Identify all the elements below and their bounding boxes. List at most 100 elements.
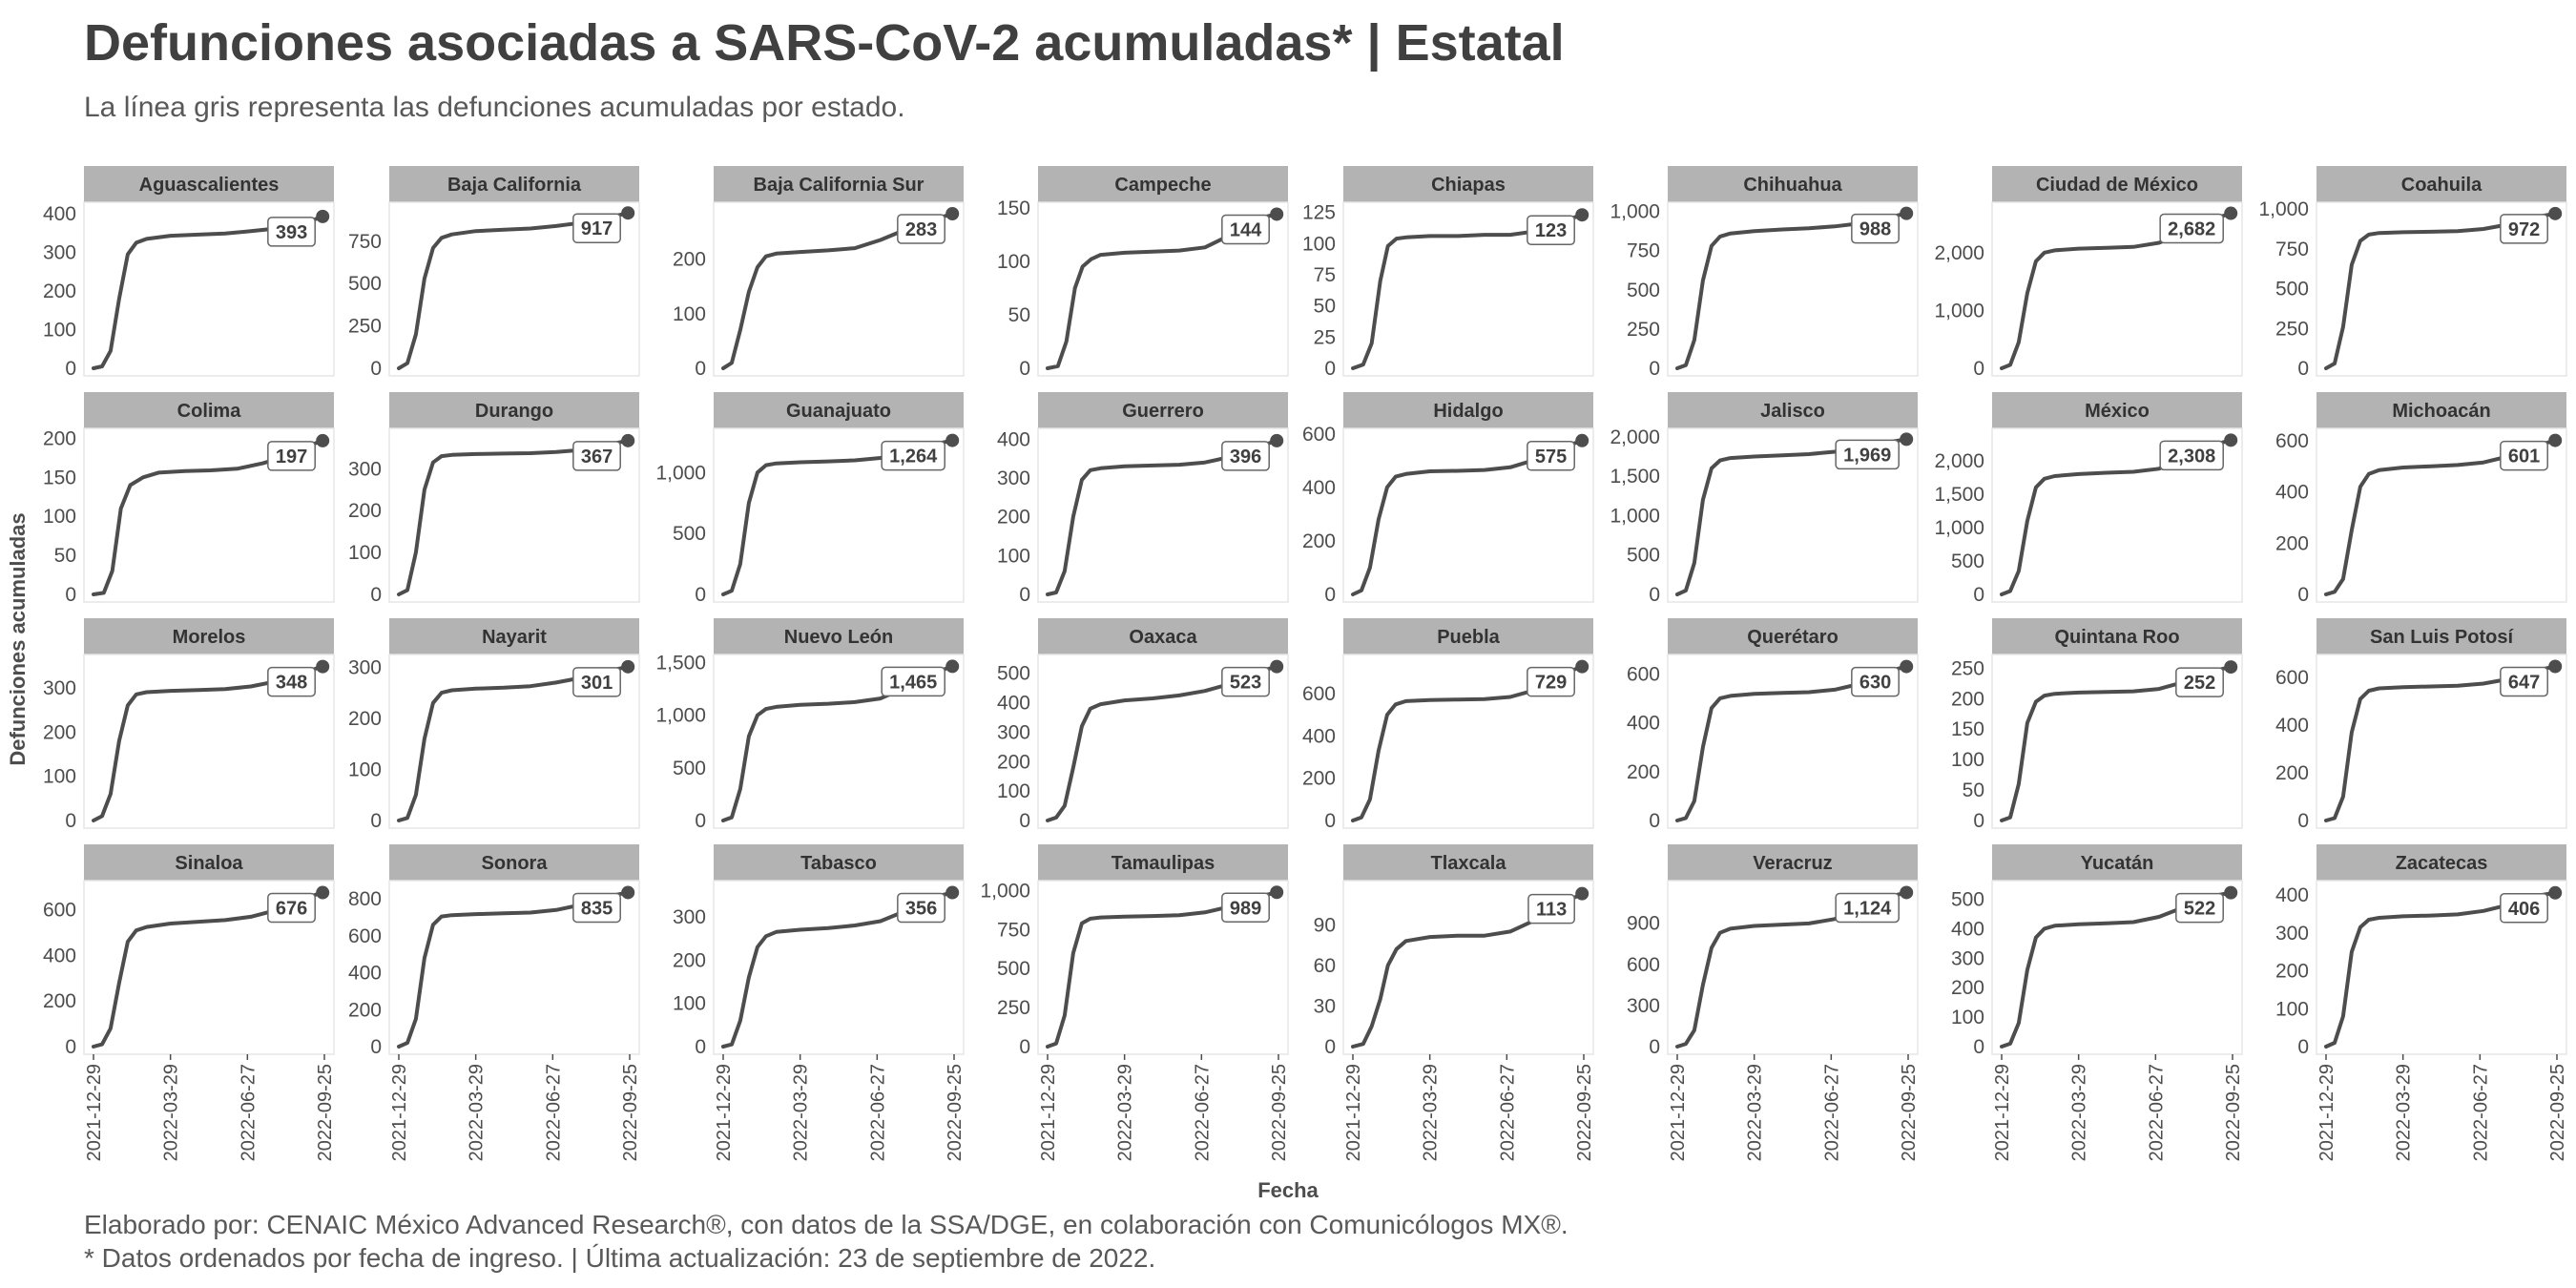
y-tick-label: 500	[2275, 279, 2309, 301]
y-tick-label: 0	[1973, 358, 1984, 380]
value-label: 144	[1230, 219, 1262, 240]
panel-strip	[1992, 844, 2242, 881]
value-label-box	[267, 666, 316, 697]
x-tick-label: 2022-09-25	[1899, 1064, 1920, 1161]
value-label-box	[2500, 666, 2548, 697]
y-tick-label: 600	[2275, 430, 2309, 452]
panel-strip	[1038, 618, 1288, 654]
series-end-point	[1270, 207, 1284, 221]
y-tick-label: 300	[348, 458, 382, 480]
panel-strip-label: Tlaxcala	[1431, 853, 1507, 874]
y-tick-label: 0	[1973, 1036, 1984, 1058]
panel-oaxaca: Oaxaca 0 100 200 300 400 500 523	[997, 618, 1289, 832]
panel-strip-label: Colima	[177, 401, 242, 422]
x-tick-label: 2021-12-29	[1038, 1064, 1059, 1161]
panel-baja-california-sur: Baja California Sur 0 100 200 283	[673, 166, 965, 380]
panel-strip-label: Jalisco	[1760, 401, 1825, 422]
value-label: 835	[581, 898, 613, 919]
value-label-box	[1835, 439, 1900, 470]
panel-guanajuato: Guanajuato 0 500 1,000 1,264	[655, 392, 965, 606]
panel-strip-label: México	[2085, 401, 2150, 422]
y-tick-label: 200	[2275, 532, 2309, 554]
y-tick-label: 0	[1649, 810, 1660, 832]
panel-strip-label: Zacatecas	[2396, 853, 2488, 874]
y-tick-label: 200	[348, 708, 382, 730]
y-tick-label: 100	[673, 993, 706, 1015]
y-tick-label: 600	[1627, 954, 1660, 976]
x-tick-label: 2022-09-25	[1574, 1064, 1595, 1161]
y-tick-label: 200	[43, 280, 76, 302]
y-tick-label: 250	[348, 316, 382, 338]
y-tick-label: 0	[2297, 1036, 2309, 1058]
y-tick-label: 100	[43, 766, 76, 788]
caption-update-note: * Datos ordenados por fecha de ingreso. …	[84, 1243, 1156, 1273]
y-tick-label: 100	[1302, 233, 1336, 255]
y-tick-label: 0	[1649, 584, 1660, 606]
panel-strip	[1038, 844, 1288, 881]
y-tick-label: 0	[370, 358, 382, 380]
y-tick-label: 400	[1627, 713, 1660, 735]
panel-coahuila: Coahuila 0 250 500 750 1,000 972	[2258, 166, 2567, 380]
series-end-point	[1900, 885, 1914, 900]
y-tick-label: 75	[1314, 264, 1336, 286]
x-tick-label: 2022-09-25	[945, 1064, 966, 1161]
panel-strip-label: Puebla	[1437, 627, 1500, 648]
panel-strip-label: Nayarit	[482, 627, 547, 648]
y-tick-label: 200	[997, 507, 1030, 529]
x-tick-label: 2021-12-29	[714, 1064, 735, 1161]
y-tick-label: 500	[348, 273, 382, 295]
y-tick-label: 200	[1627, 761, 1660, 783]
value-label: 575	[1535, 447, 1567, 467]
panel-nayarit: Nayarit 0 100 200 300 301	[348, 618, 640, 832]
panel-strip-label: Ciudad de México	[2036, 175, 2198, 196]
value-label-box	[1851, 213, 1900, 244]
value-label-box	[572, 892, 621, 924]
y-tick-label: 500	[673, 758, 706, 779]
y-tick-label: 0	[2297, 584, 2309, 606]
y-tick-label: 400	[1302, 477, 1336, 499]
chart-subtitle: La línea gris representa las defunciones…	[84, 92, 905, 123]
y-tick-label: 0	[1649, 1036, 1660, 1058]
value-label: 630	[1859, 673, 1891, 694]
value-label: 917	[581, 218, 613, 239]
y-tick-label: 30	[1314, 995, 1336, 1017]
y-tick-label: 600	[2275, 667, 2309, 689]
x-tick-label: 2022-03-29	[791, 1064, 812, 1161]
y-tick-label: 400	[2275, 884, 2309, 906]
value-label-box	[572, 667, 621, 697]
x-tick-label: 2022-03-29	[161, 1064, 182, 1161]
panel-strip	[714, 618, 964, 654]
x-tick-label: 2022-06-27	[2470, 1064, 2491, 1161]
panel-strip	[1668, 166, 1918, 202]
panel-hidalgo: Hidalgo 0 200 400 600 575	[1302, 392, 1594, 606]
value-label-box	[897, 214, 945, 244]
series-end-point	[2548, 206, 2563, 220]
value-label-box	[267, 441, 316, 471]
panel-tlaxcala: Tlaxcala 0 30 60 90 113 2021-12-29 2022-03-29 20…	[1314, 844, 1595, 1161]
series-end-point	[945, 207, 960, 221]
y-tick-label: 100	[997, 251, 1030, 273]
y-tick-label: 125	[1302, 202, 1336, 224]
value-label: 252	[2184, 673, 2215, 694]
panel-sonora: Sonora 0 200 400 600 800 835 2021-12-29 2022-03-…	[348, 844, 641, 1161]
y-tick-label: 150	[997, 197, 1030, 219]
panel-tabasco: Tabasco 0 100 200 300 356 2021-12-29 2022-03-29…	[673, 844, 966, 1161]
panel-tamaulipas: Tamaulipas 0 250 500 750 1,000 989 2021-12-29 20…	[980, 844, 1290, 1161]
y-tick-label: 750	[997, 919, 1030, 941]
panel-strip-label: Campeche	[1114, 175, 1211, 196]
y-tick-label: 400	[1951, 918, 1984, 940]
x-tick-label: 2022-06-27	[867, 1064, 888, 1161]
panel-michoacan: Michoacán 0 200 400 600 601	[2275, 392, 2567, 606]
panel-guerrero: Guerrero 0 100 200 300 400 396	[997, 392, 1289, 606]
panel-strip-label: Tamaulipas	[1111, 853, 1215, 874]
panel-strip-label: Chihuahua	[1743, 175, 1842, 196]
y-axis-title: Defunciones acumuladas	[6, 512, 30, 766]
y-tick-label: 0	[1019, 358, 1030, 380]
y-tick-label: 100	[1951, 749, 1984, 771]
panel-ciudad-de-mexico: Ciudad de México 0 1,000 2,000 2,682	[1934, 166, 2243, 380]
panel-strip-label: Hidalgo	[1433, 401, 1503, 422]
value-label: 988	[1859, 219, 1891, 240]
y-tick-label: 500	[1951, 888, 1984, 910]
panel-strip-label: Aguascalientes	[139, 175, 280, 196]
y-tick-label: 200	[997, 751, 1030, 773]
